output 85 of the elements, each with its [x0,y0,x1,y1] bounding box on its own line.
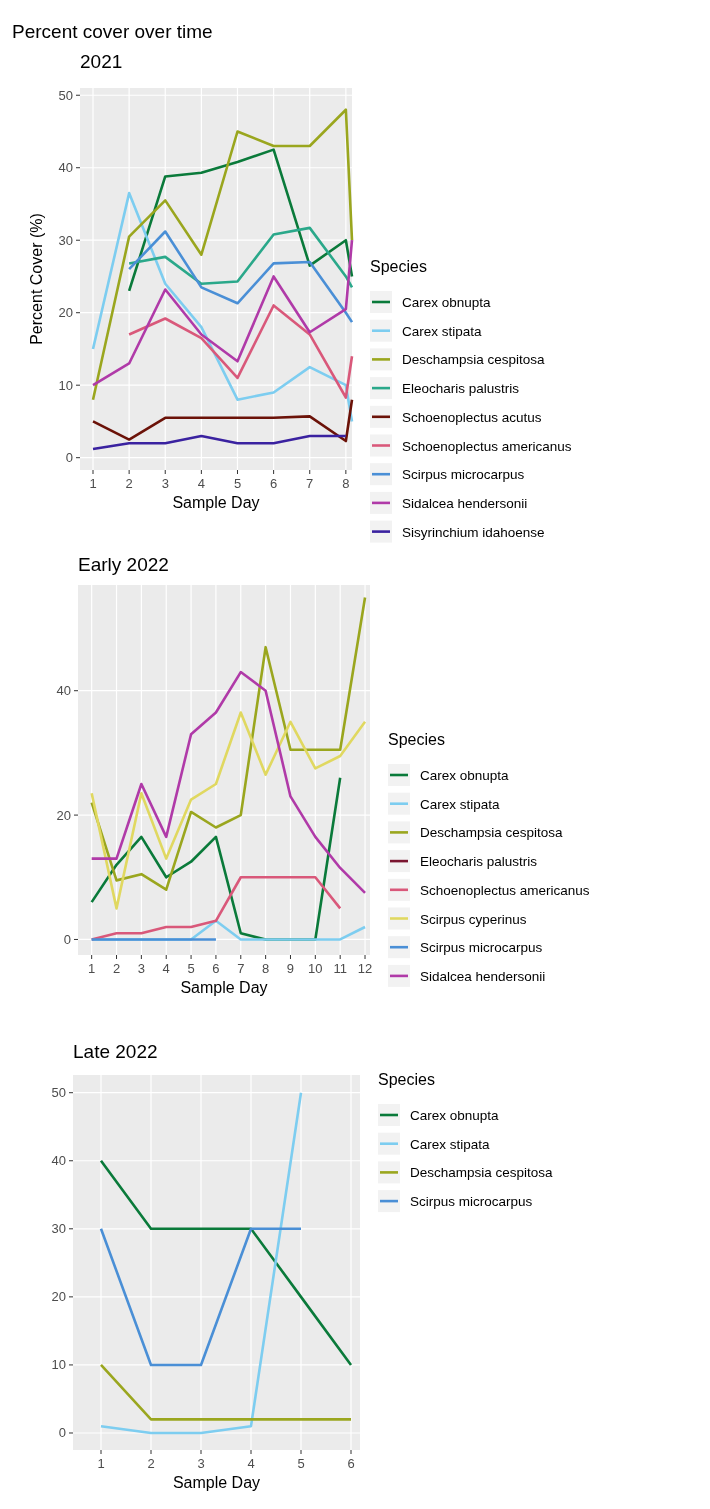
legend-label: Carex stipata [410,1136,491,1152]
y-tick-label: 40 [56,683,71,699]
legend-label: Deschampsia cespitosa [420,825,564,841]
legend-label: Schoenoplectus americanus [402,438,572,454]
y-tick-label: 0 [63,931,71,947]
y-tick-label: 50 [51,1085,66,1101]
x-tick-label: 2 [125,476,133,491]
legend-label: Schoenoplectus acutus [402,409,542,425]
legend-title: Species [370,258,427,275]
x-tick-label: 3 [197,1456,205,1471]
x-tick-label: 4 [197,476,205,491]
x-tick-label: 2 [147,1456,155,1471]
x-tick-label: 8 [342,476,350,491]
chart-title: Late 2022 [73,1041,158,1062]
y-tick-label: 10 [58,377,73,393]
chart-title: Percent cover over time [12,21,213,42]
line-series [90,670,367,895]
chart-subtitle: 2021 [80,51,123,72]
line-series [91,191,354,423]
x-tick-label: 7 [237,961,245,976]
y-tick-label: 20 [56,807,71,823]
x-tick-label: 5 [187,961,195,976]
x-tick-label: 6 [212,961,220,976]
y-tick-label: 10 [51,1357,66,1373]
x-tick-label: 9 [286,961,295,976]
legend-label: Scirpus microcarpus [410,1194,533,1210]
legend-label: Carex obnupta [420,768,510,783]
line-series [90,596,367,892]
legend-label: Carex stipata [402,323,483,339]
y-tick-label: 40 [58,160,73,176]
line-series [127,226,354,289]
y-tick-label: 30 [58,232,73,248]
x-tick-label: 7 [306,476,314,491]
line-series [91,108,354,401]
x-tick-label: 1 [97,1456,105,1471]
line-series [91,238,354,387]
legend-label: Scirpus microcarpus [402,467,525,483]
line-series [127,230,354,324]
x-tick-label: 8 [262,961,270,976]
x-tick-label: 5 [297,1456,305,1471]
chart-title: Early 2022 [78,554,169,575]
legend-label: Deschampsia cespitosa [410,1165,554,1181]
y-tick-label: 50 [58,87,73,103]
y-tick-label: 20 [58,305,73,321]
x-tick-label: 3 [161,476,169,491]
legend-title: Species [378,1071,435,1088]
legend-label: Schoenoplectus americanus [420,882,590,898]
y-tick-label: 0 [65,450,73,466]
legend-label: Scirpus cyperinus [420,911,527,927]
x-tick-label: 4 [162,961,170,976]
legend-label: Sisyrinchium idahoense [402,524,545,540]
x-tick-label: 12 [357,961,373,976]
x-tick-label: 3 [137,961,145,976]
y-tick-label: 0 [58,1425,66,1441]
legend-label: Carex obnupta [402,295,492,310]
x-axis-title: Sample Day [172,494,260,511]
x-axis-title: Sample Day [172,1474,261,1491]
x-axis-title: Sample Day [180,979,268,996]
y-axis-title: Percent Cover (%) [28,213,45,345]
legend-label: Eleocharis palustris [420,854,538,870]
x-tick-label: 11 [333,961,347,976]
legend-label: Carex stipata [420,796,501,812]
y-tick-label: 40 [51,1153,66,1169]
x-tick-label: 1 [88,961,96,976]
legend-label: Carex obnupta [410,1108,500,1123]
x-tick-label: 2 [112,961,121,976]
line-series [127,304,354,399]
legend-title: Species [388,731,445,748]
line-series [91,398,354,443]
legend-label: Sidalcea hendersonii [420,968,546,984]
legend-label: Deschampsia cespitosa [402,352,546,368]
x-tick-label: 5 [233,476,242,491]
legend-label: Scirpus microcarpus [420,940,543,956]
line-series [90,875,342,941]
y-tick-label: 20 [51,1289,66,1305]
y-tick-label: 30 [51,1221,66,1237]
x-tick-label: 4 [247,1456,255,1471]
line-series [90,711,367,910]
line-series [99,1159,353,1367]
legend-label: Sidalcea hendersonii [402,495,528,511]
x-tick-label: 1 [89,476,97,491]
x-tick-label: 10 [308,961,323,976]
x-tick-label: 6 [270,476,278,491]
x-tick-label: 6 [347,1456,355,1471]
legend-label: Eleocharis palustris [402,381,520,397]
